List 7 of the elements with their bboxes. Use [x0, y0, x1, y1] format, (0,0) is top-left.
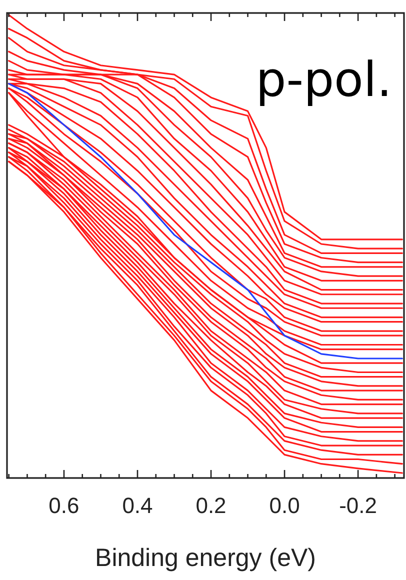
annotation: p-pol. [256, 52, 392, 108]
x-axis-title: Binding energy (eV) [95, 544, 316, 572]
x-tick-label: 0.4 [122, 493, 153, 518]
x-tick-label: 0.6 [48, 493, 80, 518]
x-tick-label: 0.2 [196, 493, 226, 518]
x-tick-label: 0.0 [269, 493, 300, 518]
x-tick-label: -0.2 [339, 493, 378, 518]
